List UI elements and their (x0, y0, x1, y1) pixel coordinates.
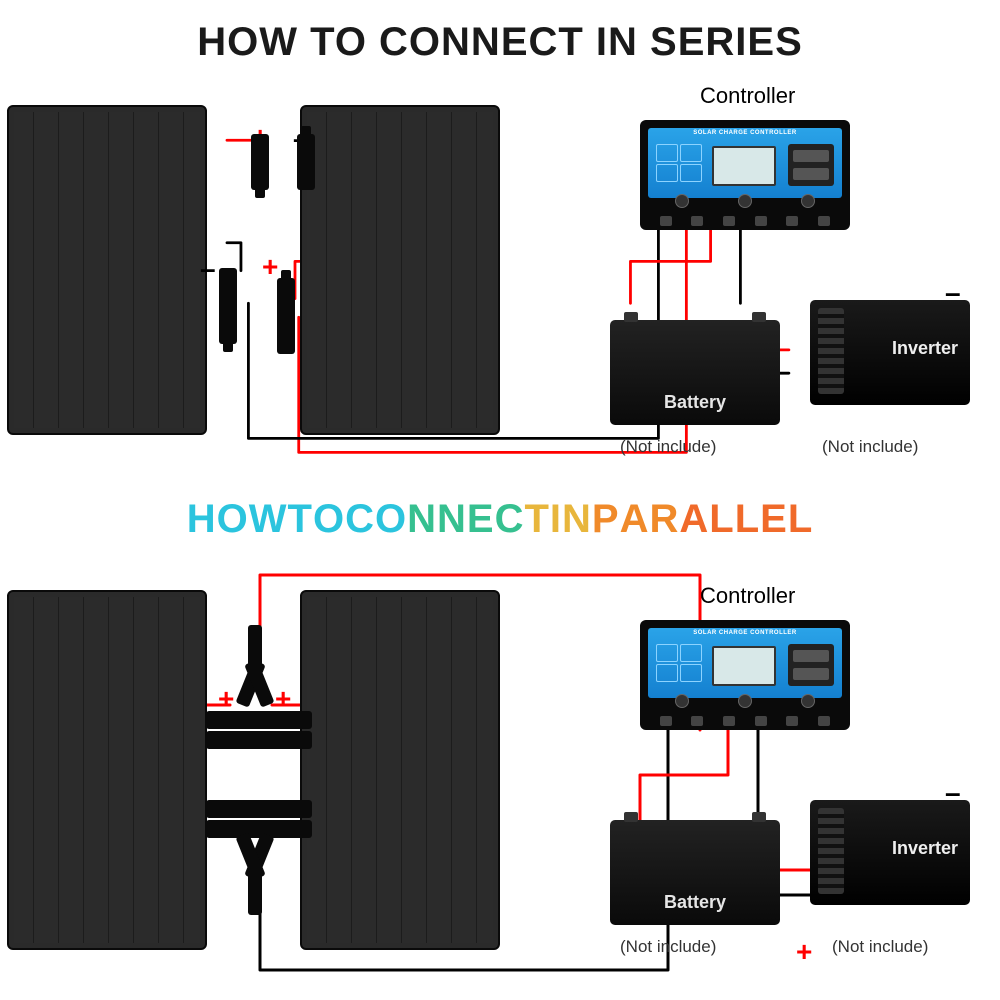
not-include-note: (Not include) (822, 437, 918, 457)
inverter: Inverter (810, 300, 970, 405)
not-include-note: (Not include) (620, 437, 716, 457)
not-include-note: (Not include) (620, 937, 716, 957)
plus-icon: + (796, 938, 812, 966)
y-connector (235, 835, 275, 915)
solar-panel (300, 590, 500, 950)
mc4-connector (256, 800, 312, 818)
plus-icon: + (218, 685, 234, 713)
minus-icon: – (200, 255, 216, 283)
plus-icon: + (262, 253, 278, 281)
controller-header: SOLAR CHARGE CONTROLLER (654, 630, 836, 636)
inverter-label: Inverter (892, 838, 958, 859)
mc4-connector (251, 134, 269, 190)
title-parallel: HOW TO CONNECT IN PARALLEL (0, 497, 1000, 542)
section-parallel: + + – – – + Controller SOLAR CHARGE CONT… (0, 555, 1000, 995)
inverter-label: Inverter (892, 338, 958, 359)
charge-controller: SOLAR CHARGE CONTROLLER (640, 620, 850, 730)
controller-header: SOLAR CHARGE CONTROLLER (654, 130, 836, 136)
battery: Battery (610, 820, 780, 925)
mc4-connector (277, 298, 295, 354)
mc4-connector (297, 134, 315, 190)
solar-panel (300, 105, 500, 435)
battery: Battery (610, 320, 780, 425)
solar-panel (7, 105, 207, 435)
battery-label: Battery (610, 392, 780, 413)
not-include-note: (Not include) (832, 937, 928, 957)
mc4-connector (256, 731, 312, 749)
mc4-connector (219, 288, 237, 344)
y-connector (235, 625, 275, 705)
section-series: + – – + – Controller SOLAR CHARGE CONTRO… (0, 75, 1000, 485)
controller-label: Controller (700, 83, 795, 109)
solar-panel (7, 590, 207, 950)
title-series: HOW TO CONNECT IN SERIES (0, 20, 1000, 65)
mc4-connector (256, 711, 312, 729)
inverter: Inverter (810, 800, 970, 905)
battery-label: Battery (610, 892, 780, 913)
charge-controller: SOLAR CHARGE CONTROLLER (640, 120, 850, 230)
plus-icon: + (275, 685, 291, 713)
infographic-root: HOW TO CONNECT IN SERIES + – – + – Contr… (0, 0, 1000, 1000)
controller-label: Controller (700, 583, 795, 609)
